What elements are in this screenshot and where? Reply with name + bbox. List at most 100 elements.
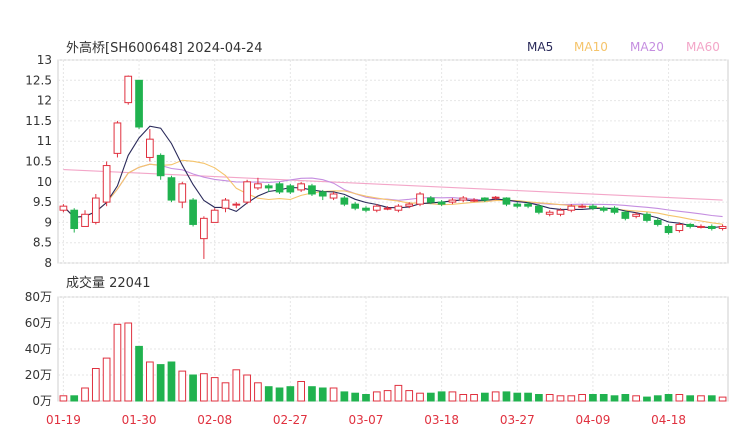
candle-body [102, 165, 111, 203]
volume-bar [286, 386, 295, 402]
candle-body [589, 205, 597, 209]
candle-body [481, 197, 489, 201]
candle-body [653, 219, 662, 225]
candle [675, 222, 684, 233]
candle-body [59, 205, 68, 211]
candle [643, 212, 651, 223]
candle-body [718, 225, 727, 229]
volume-bar [643, 396, 651, 402]
volume-bar [545, 394, 554, 402]
candle [416, 191, 424, 207]
candle-body [610, 207, 619, 213]
candle [394, 204, 403, 213]
x-tick-label: 02-27 [273, 413, 308, 427]
candle [697, 224, 705, 229]
candle-body [340, 197, 349, 205]
candle [556, 208, 565, 217]
candle [589, 204, 597, 211]
candle-body [632, 213, 640, 217]
x-tick-label: 03-07 [349, 413, 384, 427]
candle-body [308, 185, 316, 195]
x-tick-label: 01-30 [122, 413, 157, 427]
volume-bar [535, 394, 543, 402]
candle-body [707, 225, 716, 229]
volume-y-axis: 80万 60万 40万 20万 0万 [25, 290, 52, 408]
volume-bar [426, 392, 435, 402]
candle-body [318, 191, 327, 197]
legend-ma10: MA10 [574, 40, 608, 54]
candle-body [146, 138, 154, 158]
candle [513, 202, 522, 209]
candle-body [491, 196, 500, 199]
candle [437, 200, 446, 207]
candle-body [621, 211, 630, 219]
candle [102, 161, 111, 207]
candle [459, 196, 468, 203]
candle-body [502, 197, 511, 205]
price-tick-label: 10.5 [25, 155, 52, 169]
candle [653, 218, 662, 227]
volume-bar [91, 368, 100, 402]
candle [200, 216, 208, 259]
candle-body [91, 197, 100, 223]
price-tick-label: 12 [37, 94, 52, 108]
volume-bar [113, 323, 122, 402]
ma60-line [63, 169, 723, 201]
price-tick-label: 11.5 [25, 114, 52, 128]
volume-tick-label: 0万 [32, 394, 52, 408]
volume-bar [599, 394, 608, 402]
candle-body [189, 199, 197, 225]
x-tick-label: 03-18 [424, 413, 459, 427]
candle [578, 204, 586, 209]
volume-bar [707, 395, 716, 402]
candle [297, 181, 305, 192]
candle-body [286, 185, 295, 193]
volume-bar [556, 395, 565, 402]
candle-body [686, 223, 695, 227]
candle-body [81, 213, 89, 227]
candle-body [70, 209, 79, 229]
volume-bar [146, 361, 154, 402]
candle-body [297, 183, 305, 191]
volume-bar [459, 394, 468, 402]
candle [189, 198, 197, 227]
candle [59, 204, 68, 213]
volume-bar [340, 391, 349, 402]
candle [545, 210, 554, 217]
volume-tick-label: 60万 [25, 316, 52, 330]
candle [491, 196, 500, 201]
candle-body [167, 177, 176, 201]
volume-bar [470, 394, 478, 402]
candle-body [416, 193, 424, 205]
candle [502, 197, 511, 207]
candle-body [535, 205, 543, 213]
candle-body [362, 207, 370, 211]
volume-bar [383, 390, 392, 402]
candle [135, 79, 143, 130]
volume-bar [70, 395, 79, 402]
volume-bar [621, 394, 630, 402]
candle-body [394, 205, 403, 211]
volume-bar [329, 387, 338, 402]
candle [275, 181, 284, 194]
candle-body [383, 207, 392, 210]
volume-bar [481, 392, 489, 402]
candle [156, 153, 165, 180]
candle [707, 224, 716, 231]
candle [70, 208, 79, 233]
price-tick-label: 9 [44, 215, 52, 229]
candle-body [426, 197, 435, 203]
candle-body [275, 183, 284, 193]
candle-body [243, 181, 251, 203]
volume-bar [275, 387, 284, 402]
volume-bar [59, 395, 68, 402]
volume-bar [664, 394, 673, 402]
volume-bar [718, 396, 727, 402]
x-tick-label: 02-08 [197, 413, 232, 427]
legend-ma5: MA5 [527, 40, 553, 54]
volume-bar [686, 395, 695, 402]
volume-bar [351, 392, 360, 402]
candle [426, 196, 435, 205]
candle-body [264, 185, 273, 189]
candle [243, 179, 251, 205]
